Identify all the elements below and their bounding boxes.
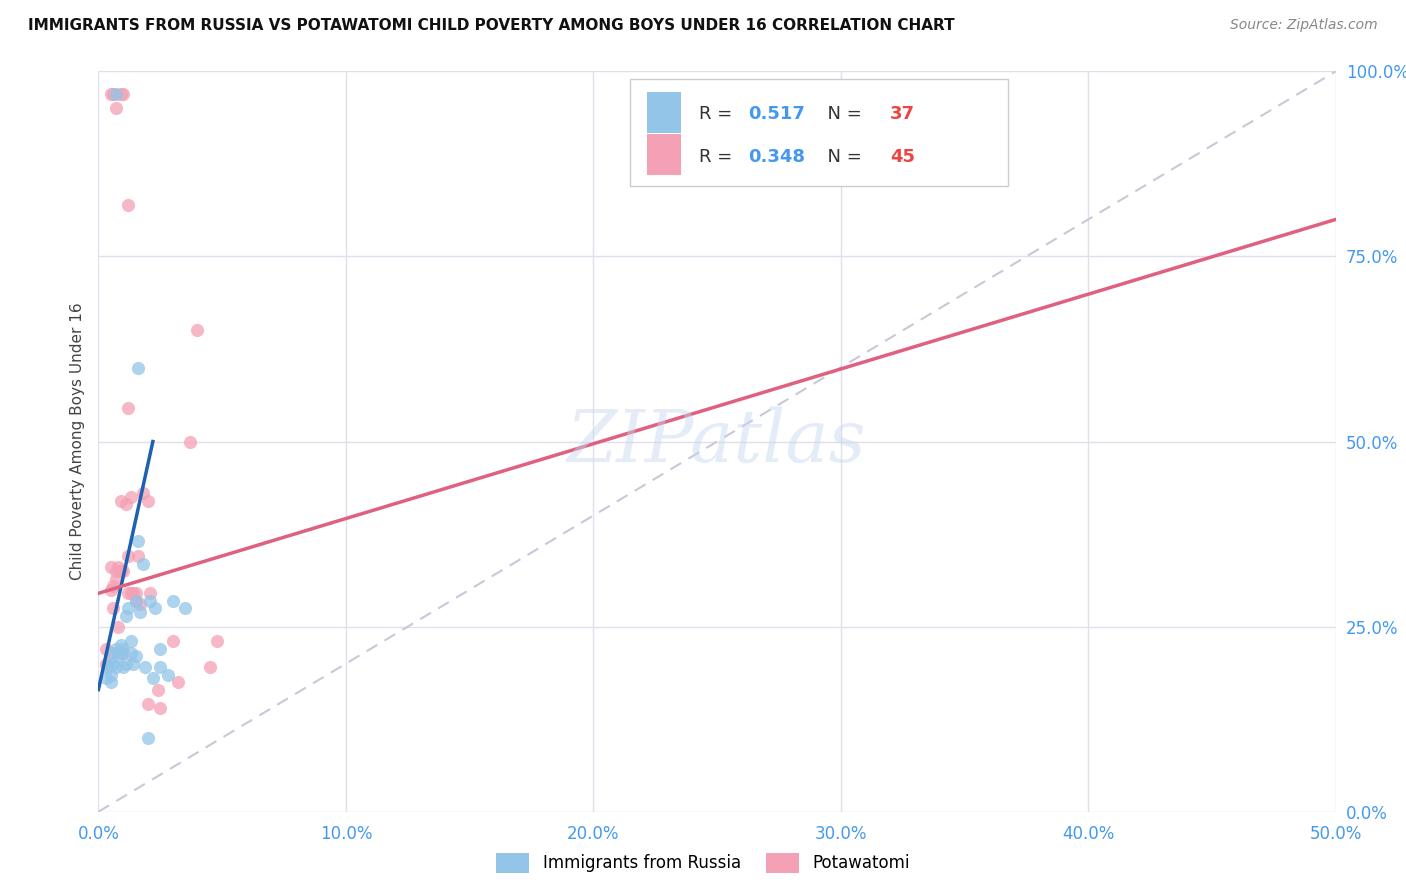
Point xyxy=(97,660,120,674)
Text: R =: R = xyxy=(699,147,738,166)
Point xyxy=(139,593,162,607)
Text: 0.348: 0.348 xyxy=(748,147,806,166)
Point xyxy=(94,641,117,656)
Legend: Immigrants from Russia, Potawatomi: Immigrants from Russia, Potawatomi xyxy=(489,847,917,880)
Point xyxy=(122,586,145,600)
Point xyxy=(107,619,129,633)
Point xyxy=(110,638,132,652)
Point xyxy=(129,598,152,612)
Point xyxy=(143,601,166,615)
FancyBboxPatch shape xyxy=(630,78,1008,186)
Point xyxy=(103,646,125,660)
Text: IMMIGRANTS FROM RUSSIA VS POTAWATOMI CHILD POVERTY AMONG BOYS UNDER 16 CORRELATI: IMMIGRANTS FROM RUSSIA VS POTAWATOMI CHI… xyxy=(28,18,955,33)
Point xyxy=(132,486,155,500)
Point xyxy=(149,660,172,674)
Point xyxy=(94,657,117,671)
Point xyxy=(127,534,149,549)
Point xyxy=(122,657,145,671)
Point xyxy=(100,87,122,101)
Text: 45: 45 xyxy=(890,147,915,166)
Point xyxy=(100,667,122,681)
Point xyxy=(124,593,146,607)
Text: Source: ZipAtlas.com: Source: ZipAtlas.com xyxy=(1230,18,1378,32)
Point xyxy=(198,660,221,674)
Point xyxy=(139,586,162,600)
Point xyxy=(97,657,120,671)
Point xyxy=(162,634,184,648)
Point xyxy=(104,87,127,101)
Point xyxy=(120,586,142,600)
Point xyxy=(129,605,152,619)
Point xyxy=(100,646,122,660)
Point xyxy=(124,649,146,664)
Point xyxy=(146,682,169,697)
Point xyxy=(104,660,127,674)
Text: R =: R = xyxy=(699,105,738,123)
Point xyxy=(97,660,120,674)
Point xyxy=(114,657,136,671)
Text: N =: N = xyxy=(815,147,868,166)
Y-axis label: Child Poverty Among Boys Under 16: Child Poverty Among Boys Under 16 xyxy=(69,302,84,581)
Point xyxy=(120,490,142,504)
Point xyxy=(112,564,135,578)
Point xyxy=(124,586,146,600)
Point xyxy=(112,87,135,101)
Point xyxy=(104,572,127,586)
Point xyxy=(124,593,146,607)
Point xyxy=(120,634,142,648)
Point xyxy=(112,641,135,656)
Point xyxy=(100,675,122,690)
Point xyxy=(104,641,127,656)
Point xyxy=(205,634,228,648)
Point xyxy=(114,498,136,512)
Text: 37: 37 xyxy=(890,105,915,123)
Point xyxy=(149,641,172,656)
Point xyxy=(112,646,135,660)
FancyBboxPatch shape xyxy=(647,92,681,133)
Point xyxy=(149,701,172,715)
Text: ZIPatlas: ZIPatlas xyxy=(567,406,868,477)
Point xyxy=(104,102,127,116)
Point xyxy=(127,549,149,564)
Point xyxy=(104,564,127,578)
Point xyxy=(117,401,139,416)
Point xyxy=(107,560,129,574)
Point xyxy=(110,646,132,660)
Point xyxy=(132,557,155,571)
Point xyxy=(174,601,197,615)
Point xyxy=(103,601,125,615)
Point xyxy=(117,549,139,564)
Point xyxy=(117,586,139,600)
Point xyxy=(103,657,125,671)
Point xyxy=(127,360,149,375)
Point xyxy=(100,560,122,574)
Point xyxy=(107,649,129,664)
FancyBboxPatch shape xyxy=(647,135,681,175)
Point xyxy=(156,667,179,681)
Point xyxy=(179,434,201,449)
Point xyxy=(142,672,165,686)
Text: 0.517: 0.517 xyxy=(748,105,804,123)
Point xyxy=(103,87,125,101)
Point xyxy=(114,608,136,623)
Point xyxy=(136,698,159,712)
Point xyxy=(166,675,188,690)
Point xyxy=(94,672,117,686)
Point xyxy=(134,660,156,674)
Point xyxy=(103,579,125,593)
Point xyxy=(110,493,132,508)
Point xyxy=(112,660,135,674)
Point xyxy=(100,582,122,597)
Point xyxy=(186,324,208,338)
Point xyxy=(117,601,139,615)
Point xyxy=(120,646,142,660)
Point xyxy=(117,197,139,211)
Point xyxy=(136,731,159,745)
Point xyxy=(110,564,132,578)
Text: N =: N = xyxy=(815,105,868,123)
Point xyxy=(110,87,132,101)
Point xyxy=(136,493,159,508)
Point xyxy=(162,593,184,607)
